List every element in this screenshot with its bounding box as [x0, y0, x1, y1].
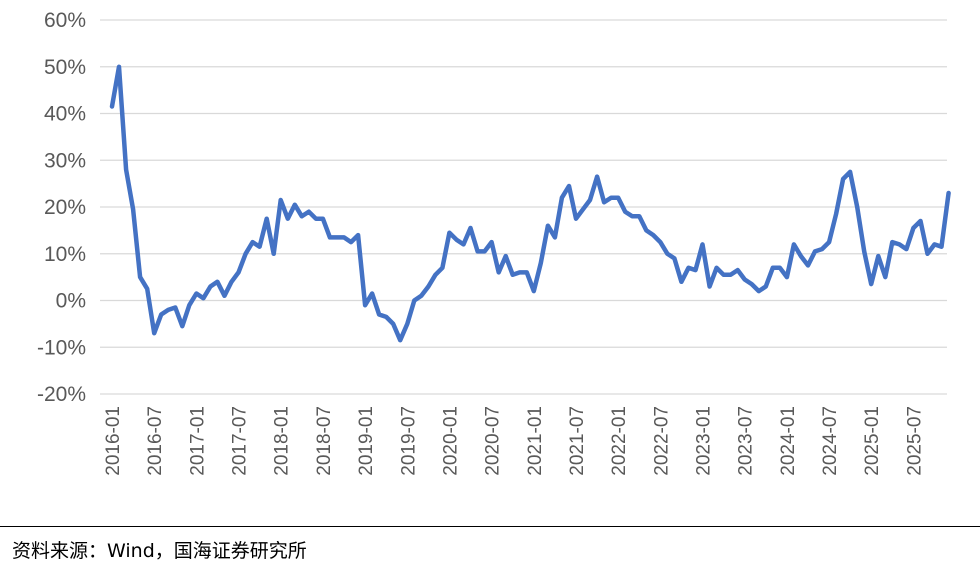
y-tick-label: 60%: [44, 9, 86, 32]
y-tick-label: 50%: [44, 56, 86, 79]
series-line: [109, 64, 951, 343]
y-tick-label: -10%: [37, 336, 86, 359]
y-axis-tick-labels: 60% 50% 40% 30% 20% 10% 0% -10% -20%: [37, 9, 86, 406]
x-tick-label: 2020-07: [483, 406, 504, 476]
x-tick-label: 2019-07: [398, 406, 419, 476]
x-tick-label: 2020-01: [440, 406, 461, 476]
series-layer: [109, 64, 951, 343]
x-tick-label: 2019-01: [356, 406, 377, 476]
x-tick-label: 2022-07: [651, 406, 672, 476]
x-tick-label: 2017-01: [187, 406, 208, 476]
x-tick-label: 2016-01: [103, 406, 124, 476]
x-tick-label: 2025-01: [862, 406, 883, 476]
x-tick-label: 2022-01: [609, 406, 630, 476]
x-tick-label: 2017-07: [230, 406, 251, 476]
y-tick-label: 20%: [44, 196, 86, 219]
x-axis-tick-labels: 2016-01 2016-07 2017-01 2017-07 2018-01 2018-…: [103, 406, 925, 476]
x-tick-label: 2021-01: [525, 406, 546, 476]
line-chart: 60%50%40%30%20%10%0%-10%-20% 2016-01 2016…: [37, 9, 951, 476]
x-tick-label: 2024-07: [820, 406, 841, 476]
source-note: 资料来源：Wind，国海证券研究所: [12, 540, 307, 562]
y-tick-label: 10%: [44, 243, 86, 266]
x-tick-label: 2025-07: [904, 406, 925, 476]
x-tick-label: 2016-07: [145, 406, 166, 476]
source-divider: [0, 526, 980, 527]
y-tick-label: 30%: [44, 149, 86, 172]
y-tick-label: 40%: [44, 103, 86, 126]
x-tick-label: 2023-07: [736, 406, 757, 476]
x-tick-label: 2021-07: [567, 406, 588, 476]
x-tick-label: 2018-01: [272, 406, 293, 476]
gridlines: [100, 19, 947, 395]
x-tick-label: 2024-01: [778, 406, 799, 476]
y-tick-label: -20%: [37, 383, 86, 406]
x-tick-label: 2018-07: [314, 406, 335, 476]
x-tick-label: 2023-01: [694, 406, 715, 476]
y-tick-label: 0%: [56, 290, 86, 313]
